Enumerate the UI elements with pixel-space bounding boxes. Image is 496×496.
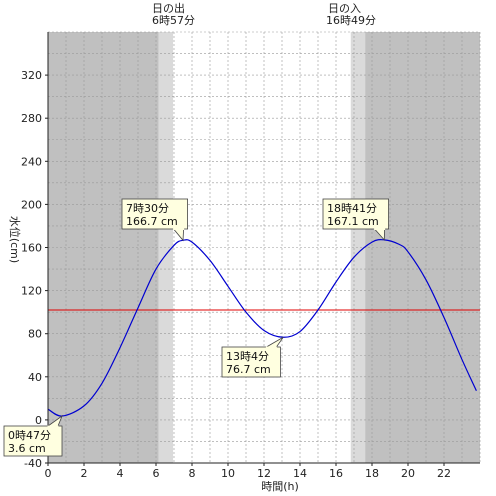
annotation-join bbox=[374, 228, 386, 230]
annotation-box bbox=[3, 425, 63, 457]
x-tick-label: 16 bbox=[329, 467, 343, 480]
annotation-time: 7時30分 bbox=[126, 202, 169, 215]
x-tick-label: 14 bbox=[293, 467, 307, 480]
sunset-time: 16時49分 bbox=[326, 14, 376, 27]
sunrise-time: 6時57分 bbox=[152, 14, 195, 27]
annotation-value: 166.7 cm bbox=[126, 215, 178, 228]
x-tick-label: 10 bbox=[221, 467, 235, 480]
sunset-label: 日の入 bbox=[328, 2, 361, 15]
annotation-box bbox=[322, 198, 389, 230]
x-tick-label: 18 bbox=[365, 467, 379, 480]
y-tick-label: 0 bbox=[35, 414, 42, 427]
annotation-box bbox=[221, 346, 281, 378]
y-tick-label: 80 bbox=[28, 328, 42, 341]
y-tick-label: 240 bbox=[21, 155, 42, 168]
sunrise-label: 日の出 bbox=[152, 1, 185, 15]
x-tick-label: 6 bbox=[153, 467, 160, 480]
x-tick-label: 20 bbox=[401, 467, 415, 480]
x-tick-label: 2 bbox=[81, 467, 88, 480]
y-tick-label: 160 bbox=[21, 242, 42, 255]
annotation-time: 13時4分 bbox=[226, 350, 269, 363]
night-band-evening bbox=[365, 32, 480, 463]
annotation-value: 76.7 cm bbox=[226, 363, 271, 376]
x-tick-label: 4 bbox=[117, 467, 124, 480]
y-tick-label: 320 bbox=[21, 69, 42, 82]
annotation-value: 3.6 cm bbox=[8, 442, 46, 455]
x-axis-title: 時間(h) bbox=[261, 480, 299, 493]
x-tick-label: 12 bbox=[257, 467, 271, 480]
x-tick-label: 0 bbox=[45, 467, 52, 480]
x-tick-label: 22 bbox=[437, 467, 451, 480]
x-tick-label: 8 bbox=[189, 467, 196, 480]
y-tick-label: 40 bbox=[28, 371, 42, 384]
annotation-time: 18時41分 bbox=[327, 202, 377, 215]
y-tick-label: 200 bbox=[21, 198, 42, 211]
series-line bbox=[47, 239, 477, 417]
y-tick-label: 280 bbox=[21, 112, 42, 125]
annotation-box bbox=[121, 198, 188, 230]
y-tick-label: 120 bbox=[21, 285, 42, 298]
annotation-join bbox=[47, 425, 59, 428]
annotation-join bbox=[265, 346, 277, 349]
y-tick-label: -40 bbox=[24, 457, 42, 470]
annotation-value: 167.1 cm bbox=[327, 215, 379, 228]
y-axis-title: 水位(cm) bbox=[8, 216, 22, 263]
annotation-time: 0時47分 bbox=[8, 429, 51, 442]
annotation-join bbox=[173, 228, 185, 230]
